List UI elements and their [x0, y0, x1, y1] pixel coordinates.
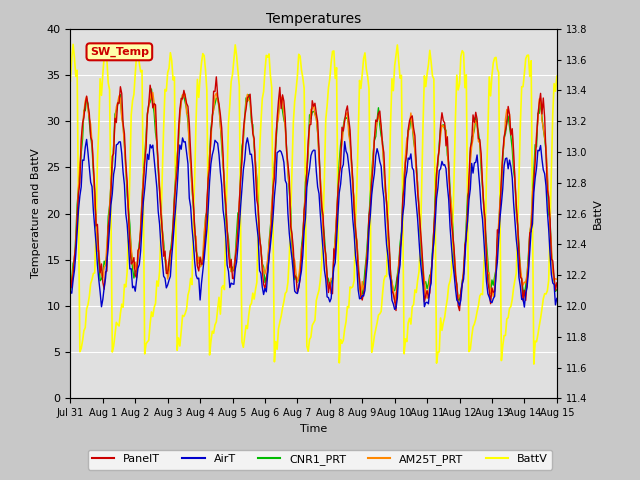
Y-axis label: Temperature and BattV: Temperature and BattV	[31, 149, 41, 278]
Text: SW_Temp: SW_Temp	[90, 47, 149, 57]
Legend: PanelT, AirT, CNR1_PRT, AM25T_PRT, BattV: PanelT, AirT, CNR1_PRT, AM25T_PRT, BattV	[88, 450, 552, 469]
X-axis label: Time: Time	[300, 424, 327, 433]
Title: Temperatures: Temperatures	[266, 12, 361, 26]
Y-axis label: BattV: BattV	[593, 198, 603, 229]
